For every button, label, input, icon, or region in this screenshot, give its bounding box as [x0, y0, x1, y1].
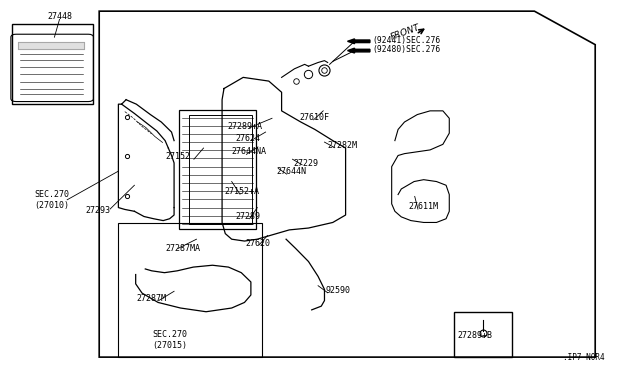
Text: 27152+A: 27152+A	[224, 187, 259, 196]
Text: FRONT: FRONT	[389, 23, 421, 42]
Text: (27015): (27015)	[152, 341, 187, 350]
Bar	[189, 115, 252, 224]
Text: SEC.270: SEC.270	[152, 330, 187, 339]
Text: 27282M: 27282M	[328, 141, 358, 150]
Text: (92441)SEC.276: (92441)SEC.276	[372, 36, 441, 45]
Text: SEC.270: SEC.270	[34, 190, 69, 199]
Text: 27611M: 27611M	[408, 202, 438, 211]
Text: 27293: 27293	[85, 206, 110, 215]
Text: 27152: 27152	[166, 153, 191, 161]
FancyArrow shape	[348, 39, 370, 44]
Text: 27644N: 27644N	[276, 167, 307, 176]
Text: 27287MA: 27287MA	[165, 244, 200, 253]
Text: 27287M: 27287M	[136, 294, 166, 303]
Text: (27010): (27010)	[34, 201, 69, 210]
Text: 27448: 27448	[47, 12, 72, 21]
Text: 27289: 27289	[236, 212, 260, 221]
FancyArrow shape	[348, 48, 370, 53]
Text: 27644NA: 27644NA	[232, 147, 267, 156]
Text: 92590: 92590	[325, 286, 350, 295]
Text: 27229: 27229	[293, 159, 318, 168]
Text: 27610F: 27610F	[300, 113, 330, 122]
Text: 27624: 27624	[236, 134, 260, 143]
Text: .IP7 N0R4: .IP7 N0R4	[563, 353, 605, 362]
Text: 27289+A: 27289+A	[227, 122, 262, 131]
Text: 27289+B: 27289+B	[458, 331, 492, 340]
Bar	[179, 110, 256, 229]
Text: (92480)SEC.276: (92480)SEC.276	[372, 45, 441, 54]
Text: 27620: 27620	[245, 239, 270, 248]
